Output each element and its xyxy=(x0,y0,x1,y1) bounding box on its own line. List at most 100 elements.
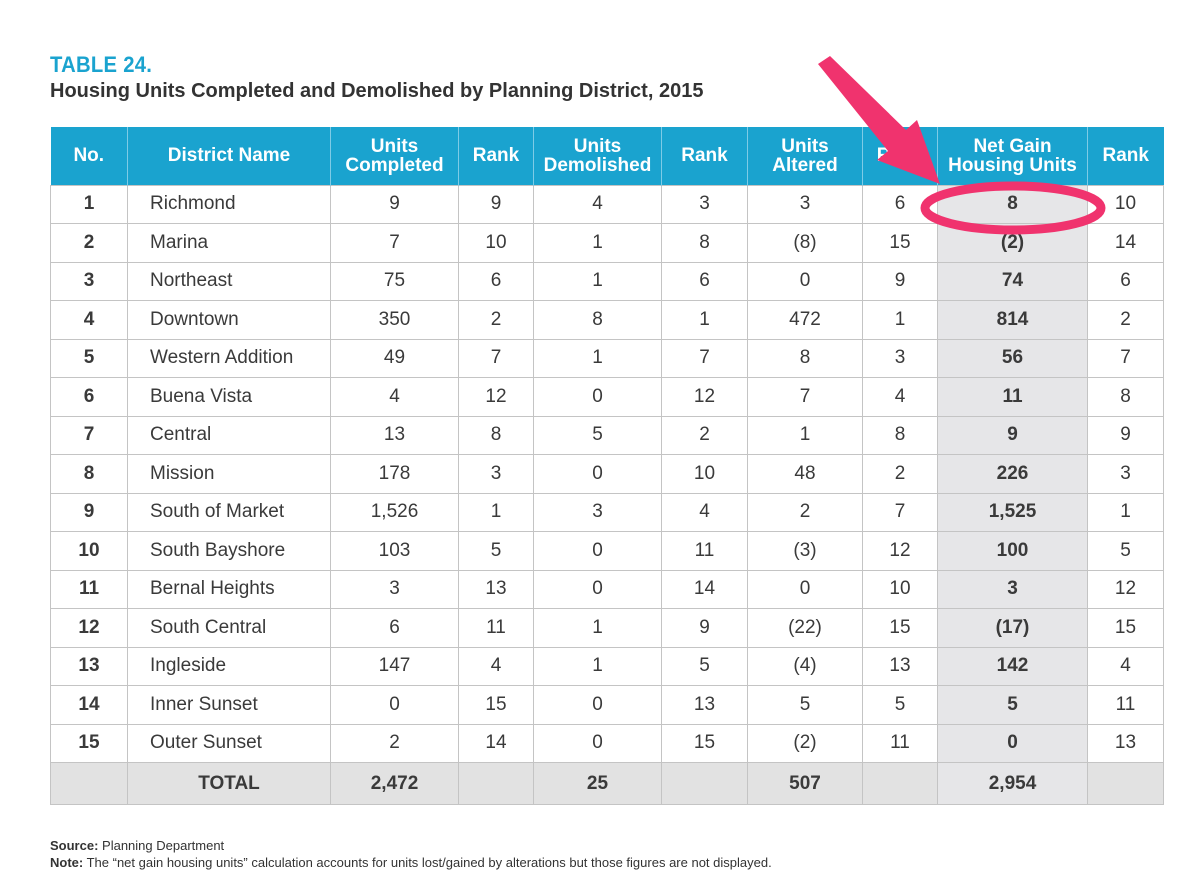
table-cell: 2 xyxy=(661,415,748,455)
table-row: 11 Bernal Heights 3 13 0 14 0 10 3 12 xyxy=(50,569,1164,609)
table-cell: 178 xyxy=(330,454,459,494)
table-cell: 2 xyxy=(330,723,459,763)
table-cell: 5 xyxy=(661,646,748,686)
total-row: TOTAL 2,472 25 507 2,954 xyxy=(50,762,1164,805)
table-cell: 8 xyxy=(50,454,128,494)
housing-table: No. District Name Units Completed Rank Units D… xyxy=(50,127,1164,805)
table-cell: 4 xyxy=(1087,646,1164,686)
table-cell: (22) xyxy=(747,608,863,648)
header-text: No. xyxy=(73,145,105,167)
table-cell: 0 xyxy=(330,685,459,725)
header-text: Rank xyxy=(1102,145,1149,167)
total-cell xyxy=(50,762,128,805)
table-cell: 3 xyxy=(458,454,534,494)
table-cell: 14 xyxy=(661,569,748,609)
col-units-demolished-header: Units Demolished xyxy=(533,127,662,185)
table-cell: Bernal Heights xyxy=(127,569,331,609)
table-cell: 1 xyxy=(533,338,662,378)
table-cell: 10 xyxy=(50,531,128,571)
table-cell: 7 xyxy=(747,377,863,417)
col-rank-completed-header: Rank xyxy=(458,127,534,185)
table-cell: 1 xyxy=(50,184,128,224)
table-cell: 6 xyxy=(458,261,534,301)
table-cell: 14 xyxy=(1087,223,1164,263)
table-row: 9 South of Market 1,526 1 3 4 2 7 1,525 1 xyxy=(50,492,1164,532)
table-cell: 3 xyxy=(1087,454,1164,494)
table-cell: 3 xyxy=(50,261,128,301)
table-cell: 3 xyxy=(862,338,938,378)
table-cell: 7 xyxy=(458,338,534,378)
table-cell: 226 xyxy=(937,454,1088,494)
table-cell: 3 xyxy=(937,569,1088,609)
total-cell xyxy=(661,762,748,805)
table-cell: 6 xyxy=(330,608,459,648)
table-cell: 12 xyxy=(50,608,128,648)
table-cell: 7 xyxy=(50,415,128,455)
total-cell: 507 xyxy=(747,762,863,805)
table-cell: South Bayshore xyxy=(127,531,331,571)
table-cell: 5 xyxy=(458,531,534,571)
table-cell: 15 xyxy=(458,685,534,725)
table-cell: South Central xyxy=(127,608,331,648)
table-cell: 9 xyxy=(458,184,534,224)
table-cell: 1 xyxy=(862,300,938,340)
table-cell: Mission xyxy=(127,454,331,494)
table-cell: 11 xyxy=(50,569,128,609)
table-row: 4 Downtown 350 2 8 1 472 1 814 2 xyxy=(50,300,1164,340)
table-cell: 6 xyxy=(1087,261,1164,301)
table-cell: 15 xyxy=(1087,608,1164,648)
table-cell: 9 xyxy=(330,184,459,224)
table-cell: 13 xyxy=(458,569,534,609)
total-cell xyxy=(458,762,534,805)
table-cell: 3 xyxy=(330,569,459,609)
table-cell: 10 xyxy=(1087,184,1164,224)
table-cell: 15 xyxy=(862,608,938,648)
table-cell: 1 xyxy=(661,300,748,340)
note-text: The “net gain housing units” calculation… xyxy=(86,855,772,870)
table-cell: 8 xyxy=(862,415,938,455)
table-cell: 9 xyxy=(862,261,938,301)
table-cell: 2 xyxy=(747,492,863,532)
table-cell: 1 xyxy=(533,608,662,648)
table-cell: 10 xyxy=(458,223,534,263)
total-cell: 2,472 xyxy=(330,762,459,805)
table-cell: 13 xyxy=(50,646,128,686)
table-cell: 14 xyxy=(50,685,128,725)
table-cell: 4 xyxy=(862,377,938,417)
table-cell: Inner Sunset xyxy=(127,685,331,725)
table-cell: 1 xyxy=(533,223,662,263)
table-cell: 0 xyxy=(747,261,863,301)
table-cell: 9 xyxy=(937,415,1088,455)
table-cell: 6 xyxy=(661,261,748,301)
table-cell: 3 xyxy=(661,184,748,224)
table-cell: 0 xyxy=(533,569,662,609)
table-cell: 5 xyxy=(862,685,938,725)
table-cell: 5 xyxy=(937,685,1088,725)
table-cell: 15 xyxy=(661,723,748,763)
table-cell: 4 xyxy=(50,300,128,340)
table-cell: Richmond xyxy=(127,184,331,224)
table-cell: 14 xyxy=(458,723,534,763)
col-rank-demolished-header: Rank xyxy=(661,127,748,185)
table-cell: 8 xyxy=(937,184,1088,224)
table-row: 2 Marina 7 10 1 8 (8) 15 (2) 14 xyxy=(50,223,1164,263)
total-cell xyxy=(1087,762,1164,805)
table-cell: 8 xyxy=(747,338,863,378)
table-cell: Ingleside xyxy=(127,646,331,686)
header-text: Units xyxy=(781,135,829,157)
table-cell: 9 xyxy=(661,608,748,648)
table-cell: 142 xyxy=(937,646,1088,686)
table-cell: 11 xyxy=(1087,685,1164,725)
table-cell: 8 xyxy=(458,415,534,455)
table-cell: 15 xyxy=(50,723,128,763)
table-cell: 7 xyxy=(330,223,459,263)
col-no-header: No. xyxy=(50,127,128,185)
table-cell: South of Market xyxy=(127,492,331,532)
table-cell: 15 xyxy=(862,223,938,263)
table-cell: 10 xyxy=(661,454,748,494)
total-cell: 2,954 xyxy=(937,762,1088,805)
table-cell: 12 xyxy=(1087,569,1164,609)
table-cell: 1,525 xyxy=(937,492,1088,532)
table-cell: 1 xyxy=(1087,492,1164,532)
table-cell: 5 xyxy=(50,338,128,378)
